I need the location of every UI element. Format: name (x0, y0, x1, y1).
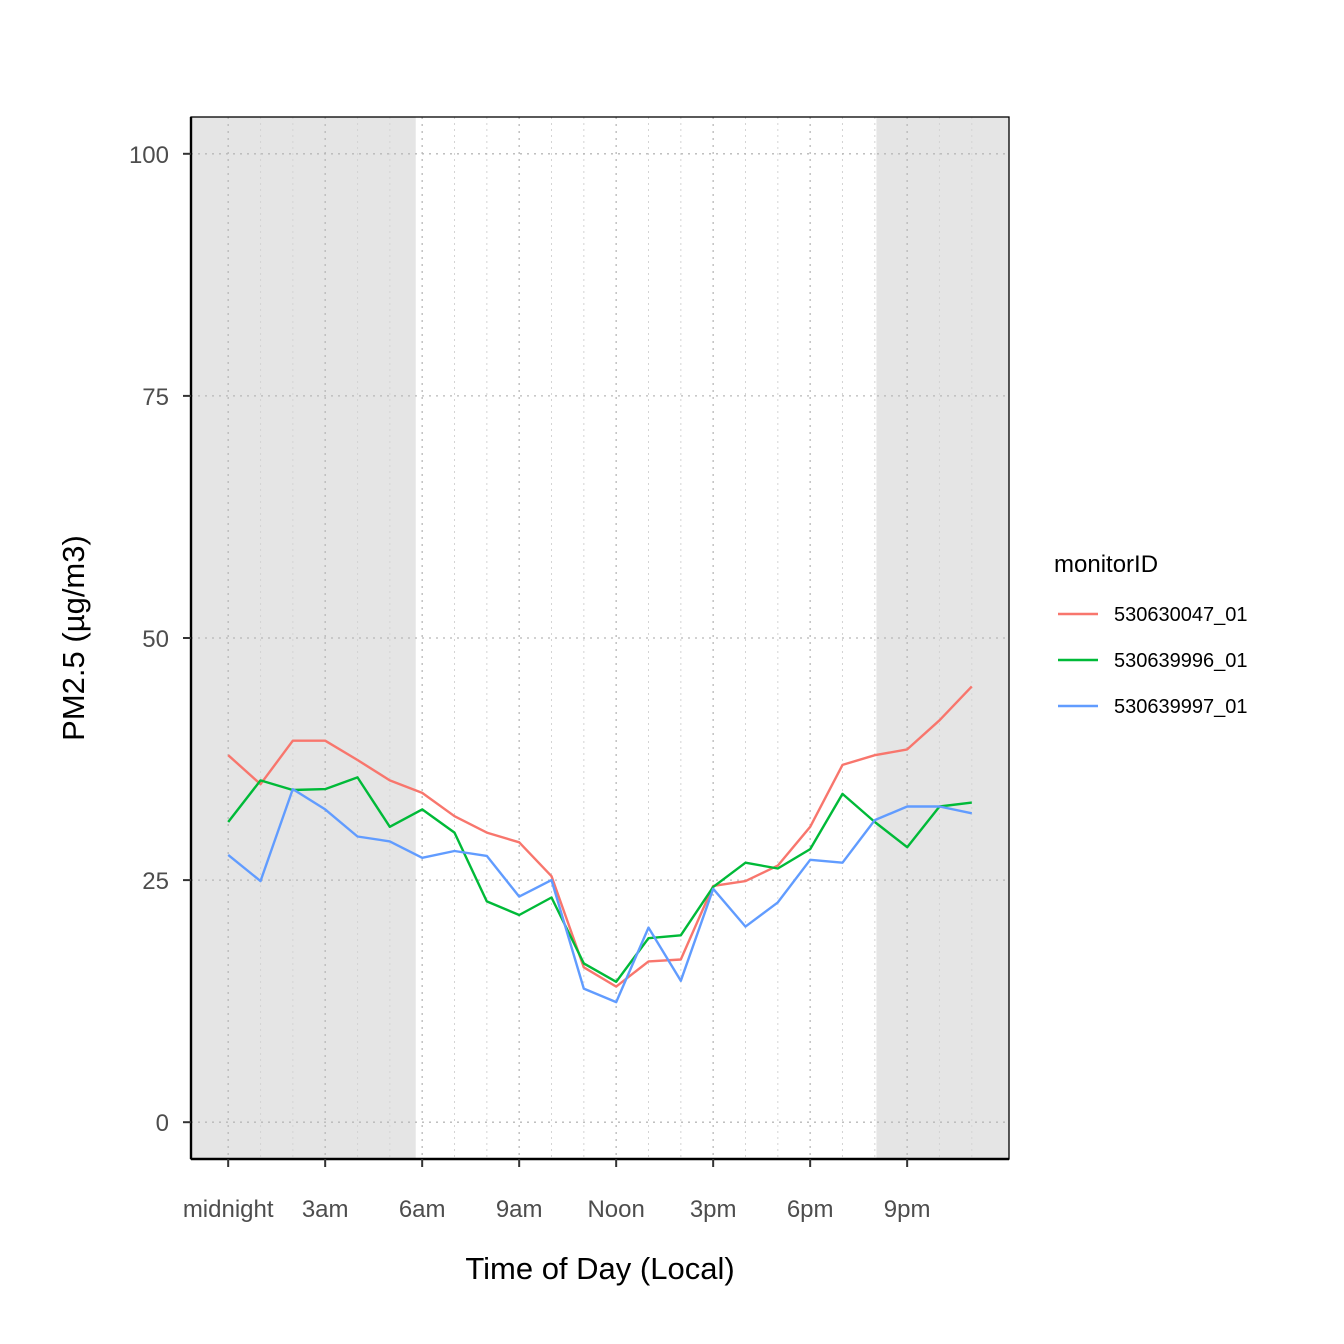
x-tick-label-3am: 3am (302, 1196, 349, 1223)
x-tick-label-9am: 9am (496, 1196, 543, 1223)
series-line-530639997_01 (227, 787, 973, 1004)
legend-items: 530630047_01 530639996_01 530639997_01 (1058, 604, 1247, 718)
y-tick-label-100: 100 (129, 142, 169, 169)
x-axis-title: Time of Day (Local) (465, 1251, 734, 1286)
legend-title: monitorID (1054, 551, 1158, 578)
y-tick-label-0: 0 (156, 1110, 169, 1137)
x-tick-label-Noon: Noon (587, 1196, 644, 1223)
y-axis-title: PM2.5 (µg/m3) (56, 535, 91, 741)
y-tick-label-50: 50 (142, 626, 169, 653)
x-tick-label-9pm: 9pm (884, 1196, 931, 1223)
series-layer (227, 685, 973, 1004)
legend-label-530630047_01: 530630047_01 (1114, 604, 1247, 626)
x-tick-label-6am: 6am (399, 1196, 446, 1223)
y-tick-label-75: 75 (142, 384, 169, 411)
legend: monitorID 530630047_01 530639996_01 530639… (1054, 551, 1247, 718)
x-tick-label-midnight: midnight (183, 1196, 274, 1223)
x-tick-label-3pm: 3pm (690, 1196, 737, 1223)
tick-label-layer: midnight 3am 6am 9am Noon 3pm 6pm 9pm 0 25 50 75 100 (129, 142, 931, 1223)
y-tick-label-25: 25 (142, 868, 169, 895)
legend-label-530639997_01: 530639997_01 (1114, 696, 1247, 718)
legend-label-530639996_01: 530639996_01 (1114, 650, 1247, 672)
axes-layer (183, 116, 1010, 1167)
series-line-530630047_01 (227, 685, 973, 988)
series-line-530639996_01 (227, 776, 972, 983)
x-tick-label-6pm: 6pm (787, 1196, 834, 1223)
